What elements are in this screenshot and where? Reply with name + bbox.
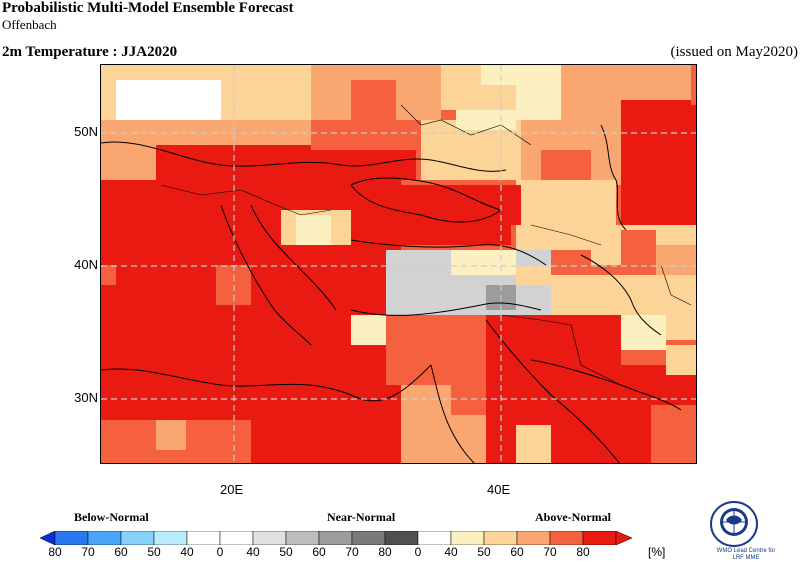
lat-tick-50n: 50N — [74, 124, 98, 139]
colorbar-cell — [516, 531, 551, 545]
colorbar-cell — [318, 531, 353, 545]
coastlines — [101, 124, 682, 463]
variable-season-title: 2m Temperature : JJA2020 — [2, 44, 178, 60]
colorbar-label: 50 — [477, 545, 491, 559]
colorbar-cell — [219, 531, 254, 545]
colorbar-cell — [582, 531, 617, 545]
centre-subtitle: Offenbach — [2, 17, 57, 32]
colorbar-cell — [54, 531, 89, 545]
colorbar-cell — [186, 531, 221, 545]
wmo-caption-line2: LRF MME — [732, 555, 760, 561]
probability-cells — [101, 65, 696, 463]
colorbar-cell — [549, 531, 584, 545]
colorbar-label: 40 — [246, 545, 260, 559]
colorbar-unit: [%] — [648, 545, 666, 559]
colorbar-label: 70 — [543, 545, 557, 559]
wmo-caption-line1: WMO Lead Centre for — [716, 548, 776, 554]
category-above-normal: Above-Normal — [535, 510, 611, 524]
colorbar-cell — [87, 531, 122, 545]
colorbar-cell — [153, 531, 188, 545]
forecast-map — [100, 64, 697, 464]
colorbar-label: 80 — [378, 545, 392, 559]
lat-tick-30n: 30N — [74, 390, 98, 405]
colorbar-label: 70 — [345, 545, 359, 559]
colorbar-label: 60 — [114, 545, 128, 559]
graticule — [101, 65, 696, 463]
colorbar-cell — [120, 531, 155, 545]
colorbar-cell — [384, 531, 419, 545]
wmo-logo-icon — [710, 501, 758, 547]
colorbar-right-arrow — [615, 531, 633, 545]
colorbar-label: 60 — [312, 545, 326, 559]
forecast-title: Probabilistic Multi-Model Ensemble Forec… — [2, 0, 294, 16]
colorbar-label: 60 — [510, 545, 524, 559]
lat-tick-40n: 40N — [74, 257, 98, 272]
colorbar-label: 70 — [81, 545, 95, 559]
colorbar-label: 80 — [576, 545, 590, 559]
colorbar — [40, 531, 633, 545]
borders — [160, 104, 692, 386]
colorbar-cell — [351, 531, 386, 545]
colorbar-label: 50 — [279, 545, 293, 559]
issued-date: (issued on May2020) — [670, 44, 799, 60]
lon-tick-20e: 20E — [220, 482, 244, 497]
colorbar-cell — [417, 531, 452, 545]
colorbar-left-arrow — [40, 531, 56, 545]
colorbar-label: 50 — [147, 545, 161, 559]
colorbar-cell — [285, 531, 320, 545]
colorbar-label: 40 — [444, 545, 458, 559]
colorbar-label: 0 — [216, 545, 224, 559]
colorbar-label: 40 — [180, 545, 194, 559]
category-below-normal: Below-Normal — [74, 510, 149, 524]
colorbar-cell — [450, 531, 485, 545]
colorbar-cell — [252, 531, 287, 545]
category-near-normal: Near-Normal — [327, 510, 396, 524]
lon-tick-40e: 40E — [487, 482, 511, 497]
colorbar-label: 80 — [48, 545, 62, 559]
colorbar-cell — [483, 531, 518, 545]
colorbar-label: 0 — [414, 545, 422, 559]
wmo-logo-caption: WMO Lead Centre for LRF MME — [696, 548, 796, 562]
